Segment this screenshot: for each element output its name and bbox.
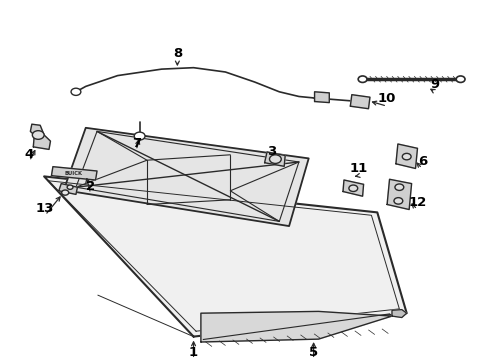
- Circle shape: [394, 198, 403, 204]
- Polygon shape: [387, 179, 412, 210]
- Polygon shape: [315, 92, 329, 103]
- Circle shape: [358, 76, 367, 82]
- Polygon shape: [64, 128, 309, 226]
- Polygon shape: [51, 167, 97, 180]
- Polygon shape: [392, 310, 407, 318]
- Circle shape: [71, 88, 81, 95]
- Circle shape: [349, 185, 358, 192]
- Text: 5: 5: [309, 346, 318, 359]
- Polygon shape: [201, 311, 392, 342]
- Circle shape: [402, 153, 411, 160]
- Text: 11: 11: [349, 162, 368, 175]
- Text: 2: 2: [86, 180, 95, 193]
- Polygon shape: [265, 152, 285, 166]
- Text: BUICK: BUICK: [65, 171, 82, 176]
- Polygon shape: [343, 180, 364, 196]
- Text: 1: 1: [189, 346, 198, 359]
- Circle shape: [456, 76, 465, 82]
- Text: 4: 4: [25, 148, 34, 161]
- Polygon shape: [350, 95, 370, 109]
- Polygon shape: [30, 124, 50, 149]
- Polygon shape: [59, 184, 77, 194]
- Circle shape: [270, 155, 281, 163]
- Text: 13: 13: [36, 202, 54, 215]
- Polygon shape: [44, 176, 407, 337]
- Text: 10: 10: [378, 93, 396, 105]
- Text: 8: 8: [173, 47, 182, 60]
- Text: 7: 7: [132, 137, 141, 150]
- Circle shape: [134, 132, 145, 140]
- Text: 9: 9: [431, 78, 440, 91]
- Polygon shape: [396, 144, 417, 168]
- Text: 6: 6: [418, 155, 427, 168]
- Text: 12: 12: [408, 196, 427, 209]
- Circle shape: [67, 185, 73, 189]
- Circle shape: [62, 190, 69, 195]
- Circle shape: [32, 131, 44, 139]
- Circle shape: [395, 184, 404, 190]
- Text: 3: 3: [268, 145, 276, 158]
